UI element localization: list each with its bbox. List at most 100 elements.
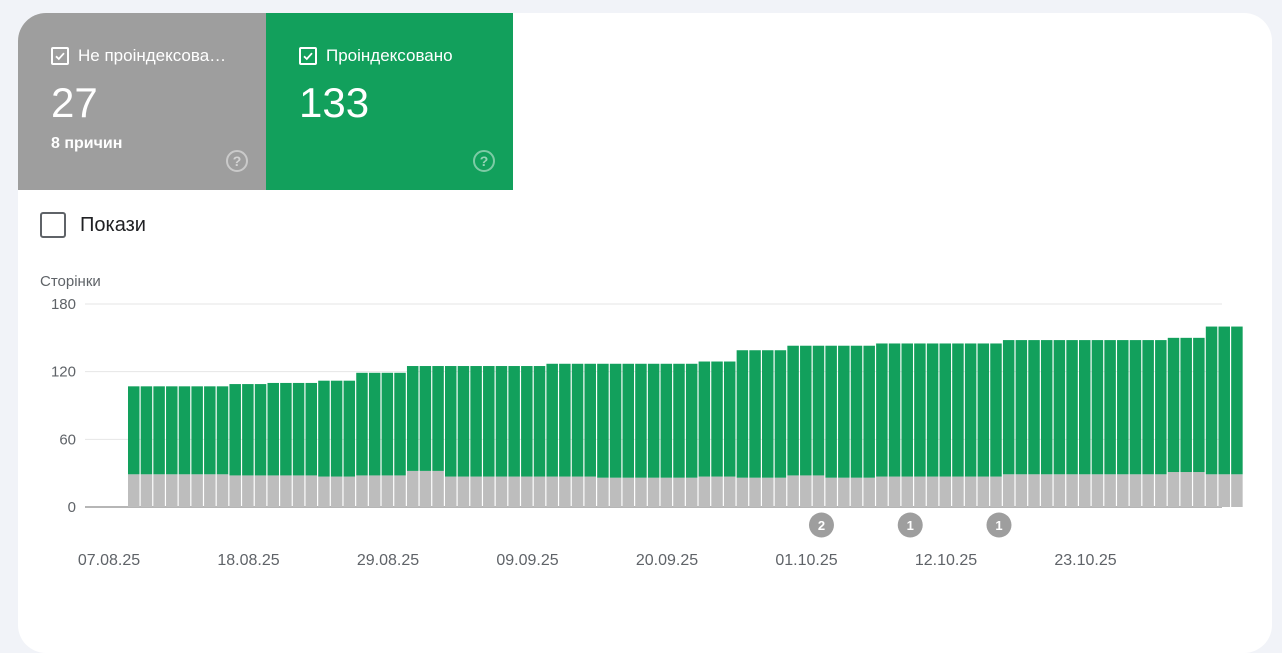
bar-not-indexed[interactable] [191,474,203,507]
bar-indexed[interactable] [584,363,596,477]
bar-not-indexed[interactable] [457,476,470,507]
bar-not-indexed[interactable] [1231,474,1243,507]
bar-not-indexed[interactable] [838,477,850,507]
indexed-tile[interactable]: Проіндексовано 133 ? [266,13,513,190]
bar-not-indexed[interactable] [1104,474,1116,507]
bar-not-indexed[interactable] [204,474,216,507]
bar-not-indexed[interactable] [876,476,888,507]
bar-not-indexed[interactable] [1053,474,1066,507]
bar-indexed[interactable] [305,382,318,476]
bar-indexed[interactable] [457,366,470,477]
bar-indexed[interactable] [419,366,432,471]
bar-not-indexed[interactable] [863,477,875,507]
bar-not-indexed[interactable] [1193,472,1205,507]
bar-not-indexed[interactable] [394,475,406,507]
bar-not-indexed[interactable] [901,476,913,507]
bar-not-indexed[interactable] [559,476,571,507]
help-icon[interactable]: ? [226,150,248,172]
bar-indexed[interactable] [292,382,305,476]
bar-indexed[interactable] [749,350,761,478]
bar-indexed[interactable] [1028,340,1040,475]
bar-not-indexed[interactable] [888,476,901,507]
bar-not-indexed[interactable] [356,475,368,507]
bar-not-indexed[interactable] [343,476,356,507]
bar-indexed[interactable] [647,363,660,478]
bar-not-indexed[interactable] [521,476,533,507]
bar-not-indexed[interactable] [1155,474,1167,507]
bar-indexed[interactable] [267,382,279,476]
bar-indexed[interactable] [1079,340,1091,475]
bar-not-indexed[interactable] [1129,474,1142,507]
bar-not-indexed[interactable] [140,474,153,507]
bar-indexed[interactable] [673,363,685,478]
bar-indexed[interactable] [1180,337,1192,473]
annotation-marker[interactable] [808,512,834,538]
bar-indexed[interactable] [597,363,609,478]
bar-not-indexed[interactable] [622,477,635,507]
bar-indexed[interactable] [495,366,508,477]
bar-indexed[interactable] [368,372,381,476]
bar-not-indexed[interactable] [1142,474,1154,507]
bar-indexed[interactable] [774,350,787,478]
bar-not-indexed[interactable] [292,475,305,507]
bar-not-indexed[interactable] [445,476,457,507]
bar-indexed[interactable] [229,384,241,476]
bar-not-indexed[interactable] [483,476,495,507]
checkbox-unchecked-icon[interactable] [40,212,66,238]
bar-not-indexed[interactable] [723,476,736,507]
bar-indexed[interactable] [330,380,343,477]
bar-not-indexed[interactable] [926,476,939,507]
bar-not-indexed[interactable] [1218,474,1230,507]
bar-indexed[interactable] [191,386,203,475]
bar-not-indexed[interactable] [711,476,723,507]
bar-not-indexed[interactable] [1091,474,1104,507]
bar-indexed[interactable] [254,384,267,476]
bar-indexed[interactable] [356,372,368,476]
bar-indexed[interactable] [508,366,520,477]
bar-indexed[interactable] [204,386,216,475]
bar-not-indexed[interactable] [470,476,482,507]
bar-not-indexed[interactable] [406,470,419,507]
bar-not-indexed[interactable] [977,476,990,507]
bar-not-indexed[interactable] [1066,474,1078,507]
bar-not-indexed[interactable] [774,477,787,507]
bar-indexed[interactable] [1129,340,1142,475]
bar-indexed[interactable] [470,366,482,477]
bar-not-indexed[interactable] [660,477,673,507]
bar-not-indexed[interactable] [762,477,774,507]
bar-indexed[interactable] [698,361,711,477]
bar-not-indexed[interactable] [254,475,267,507]
bar-indexed[interactable] [977,343,990,477]
bar-indexed[interactable] [381,372,394,476]
bar-not-indexed[interactable] [685,477,698,507]
bar-indexed[interactable] [1231,326,1243,475]
help-icon[interactable]: ? [473,150,495,172]
bar-indexed[interactable] [1117,340,1129,475]
bar-indexed[interactable] [546,363,558,477]
bar-indexed[interactable] [888,343,901,477]
bar-indexed[interactable] [343,380,356,477]
bar-indexed[interactable] [1053,340,1066,475]
bar-not-indexed[interactable] [508,476,520,507]
bar-not-indexed[interactable] [546,476,558,507]
bar-not-indexed[interactable] [153,474,165,507]
bar-not-indexed[interactable] [1167,472,1180,507]
bar-not-indexed[interactable] [939,476,952,507]
bar-not-indexed[interactable] [850,477,863,507]
bar-indexed[interactable] [723,361,736,477]
bar-indexed[interactable] [685,363,698,478]
bar-indexed[interactable] [128,386,140,475]
bar-not-indexed[interactable] [1180,472,1192,507]
bar-indexed[interactable] [660,363,673,478]
bar-not-indexed[interactable] [673,477,685,507]
bar-indexed[interactable] [787,345,799,476]
bar-indexed[interactable] [964,343,977,477]
bar-not-indexed[interactable] [419,470,432,507]
bar-not-indexed[interactable] [280,475,292,507]
bar-not-indexed[interactable] [800,475,812,507]
bar-indexed[interactable] [800,345,812,476]
impressions-toggle[interactable]: Покази [40,212,146,238]
checkbox-checked-icon[interactable] [299,47,317,65]
bar-indexed[interactable] [318,380,330,477]
bar-not-indexed[interactable] [305,475,318,507]
